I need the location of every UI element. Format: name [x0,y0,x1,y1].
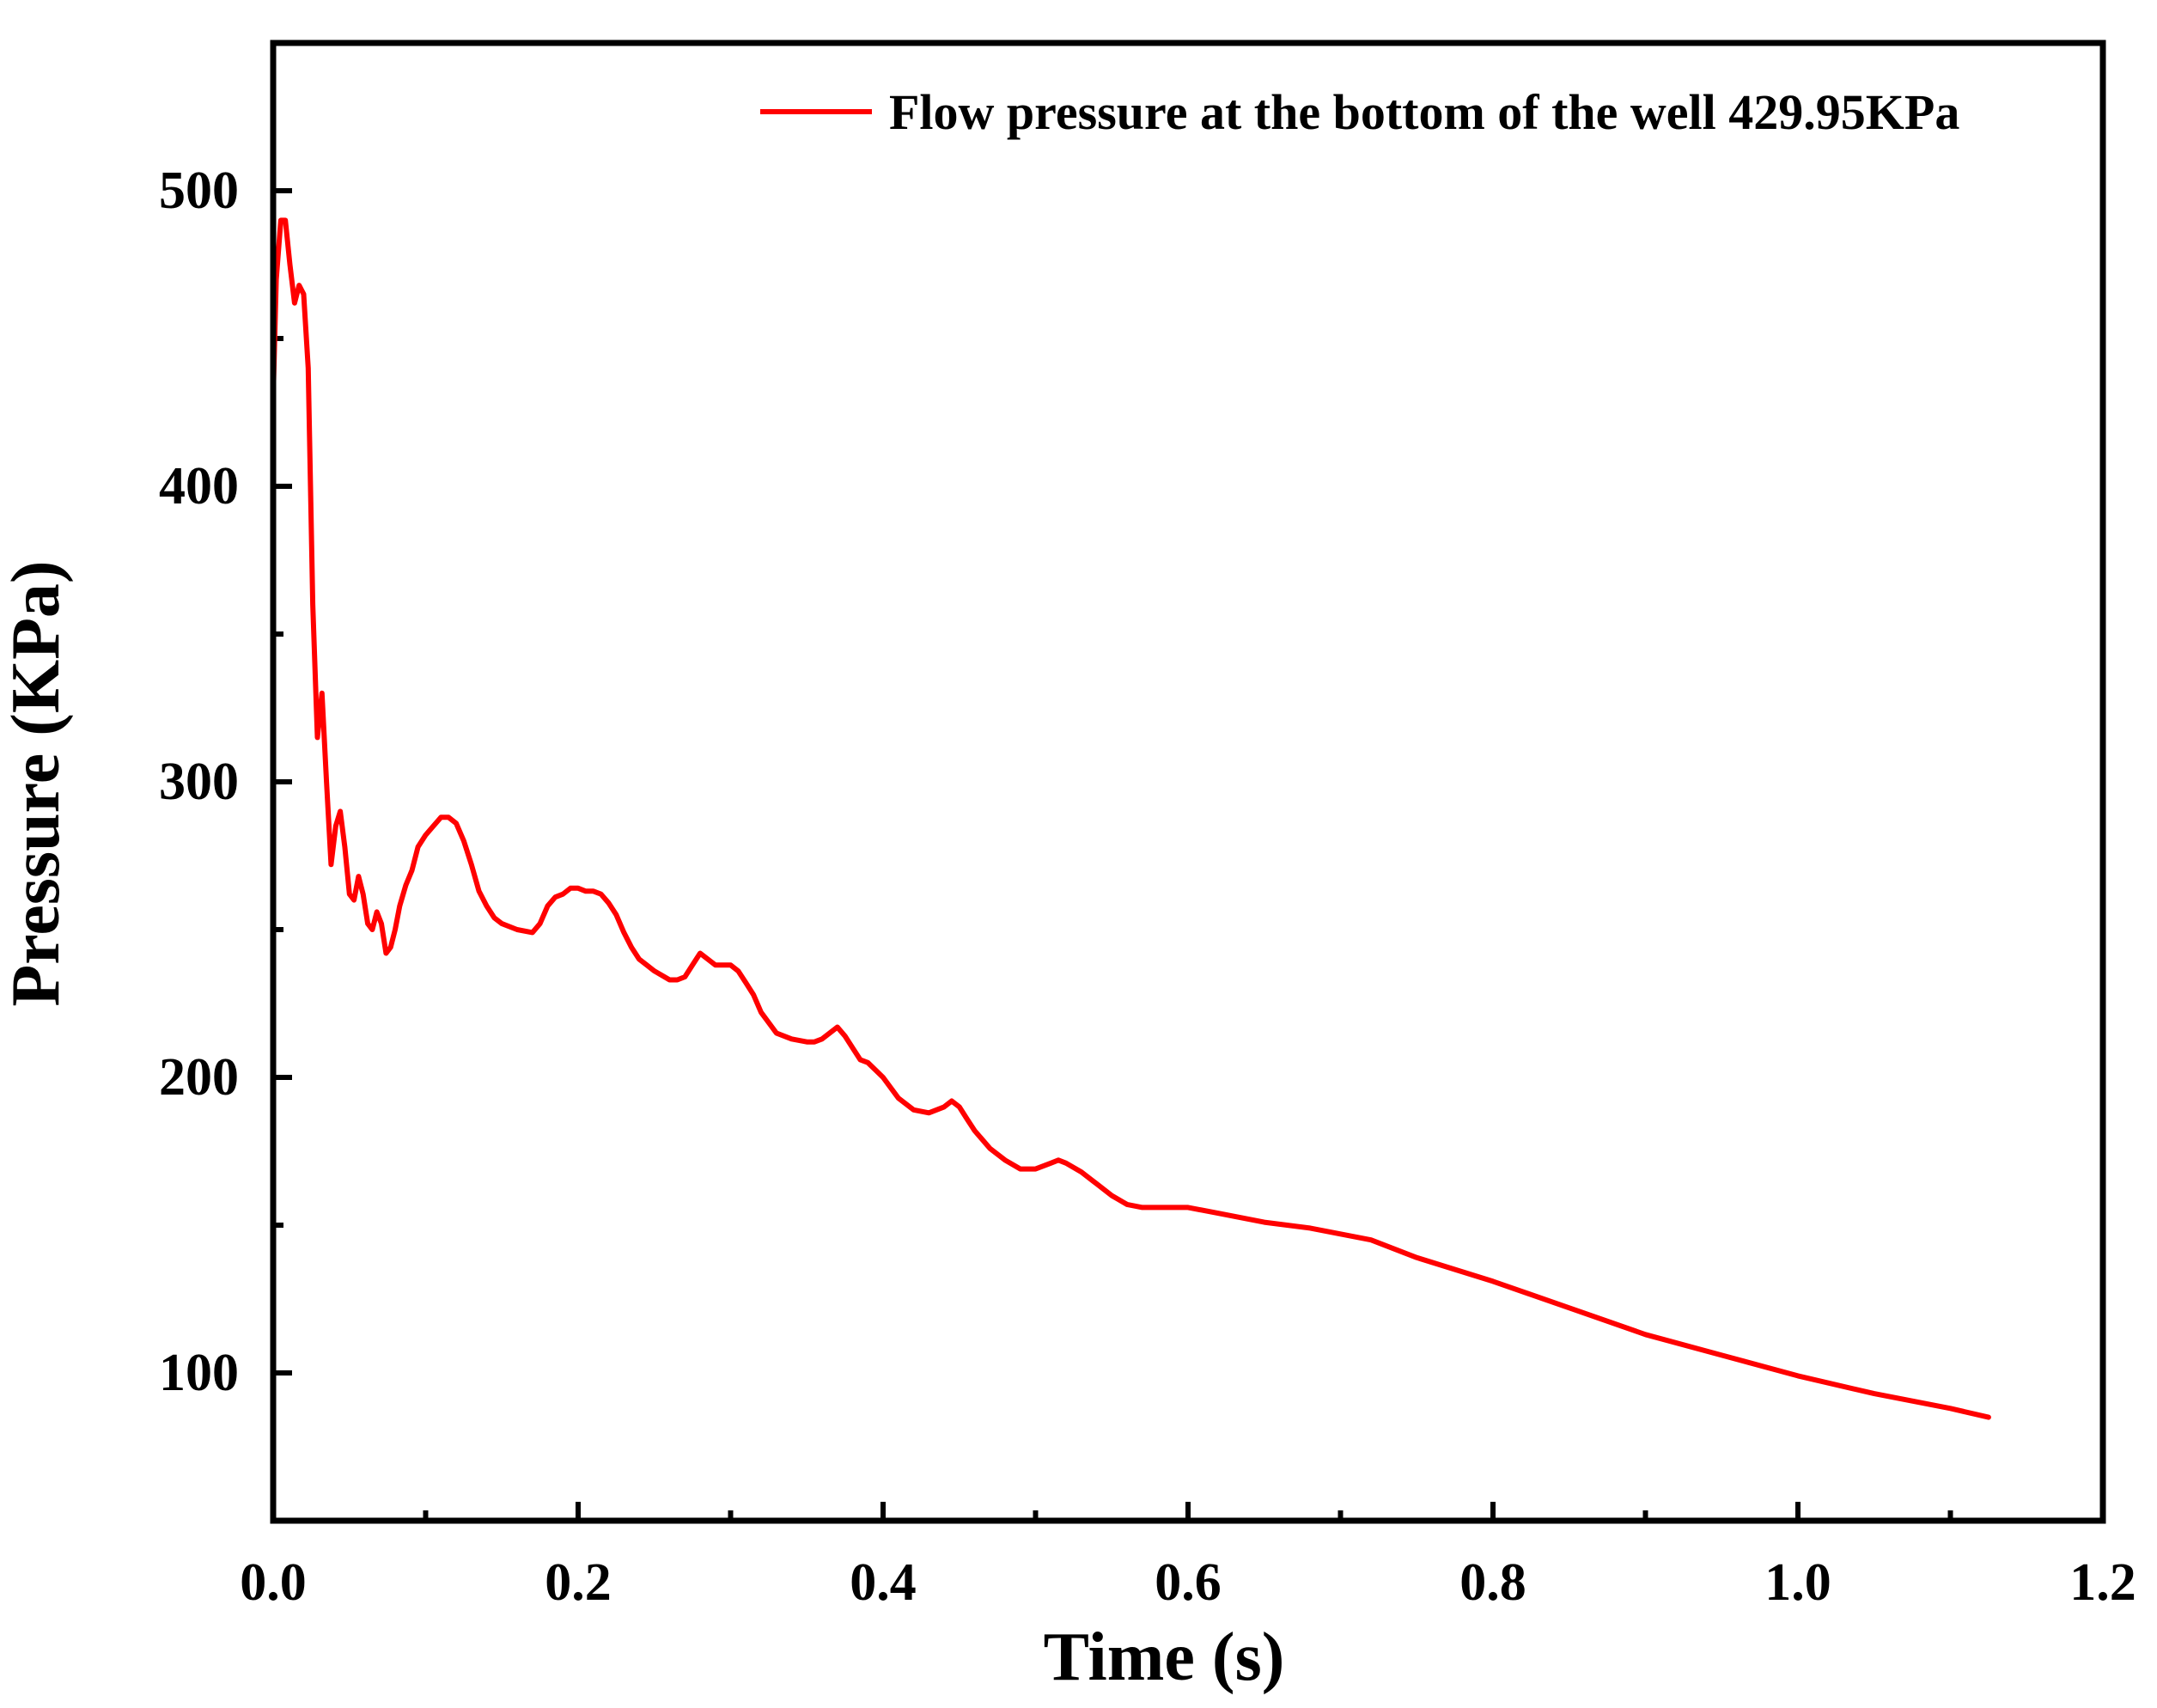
legend: Flow pressure at the bottom of the well … [760,84,1959,140]
x-tick-label: 1.0 [1764,1553,1831,1612]
x-axis-title: Time (s) [1044,1620,1285,1695]
y-tick-label: 100 [159,1344,239,1402]
x-tick-label: 0.8 [1459,1553,1526,1612]
y-tick-label: 500 [159,162,239,220]
x-tick-label: 0.4 [850,1553,917,1612]
y-tick-label: 300 [159,753,239,811]
series-group [271,217,1991,1420]
x-tick-label: 1.2 [2069,1553,2136,1612]
x-tick-label: 0.0 [240,1553,307,1612]
x-tick-label: 0.6 [1155,1553,1222,1612]
y-tick-label: 400 [159,457,239,515]
plot-frame [270,40,2106,1524]
x-axis-tick-labels: 0.0 0.2 0.4 0.6 0.8 1.0 1.2 [240,1553,2136,1612]
y-tick-label: 200 [159,1048,239,1107]
legend-label: Flow pressure at the bottom of the well … [889,84,1959,140]
y-axis-title: Pressure (KPa) [0,560,74,1006]
series-line [271,217,1991,1420]
y-axis-tick-labels: 100 200 300 400 500 [159,162,239,1402]
x-tick-label: 0.2 [545,1553,612,1612]
